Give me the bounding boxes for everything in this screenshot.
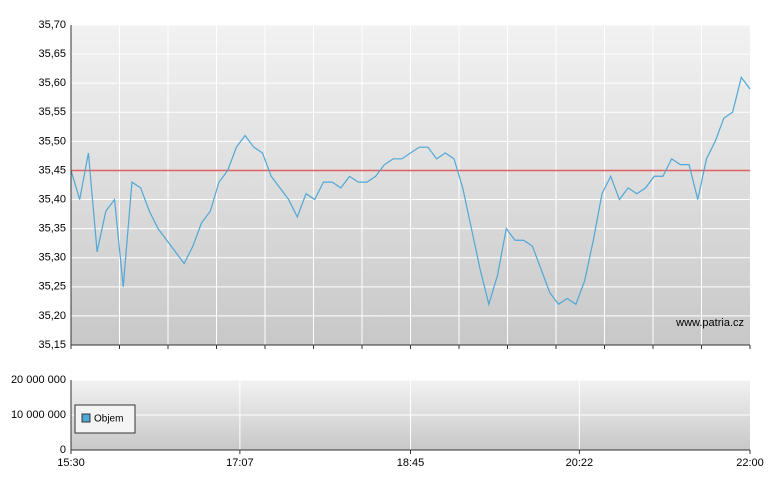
- price-line: [70, 75, 751, 307]
- y-tick-label: 35,20: [38, 310, 66, 322]
- y-tick-label: 35,40: [38, 193, 66, 205]
- y-tick-label: 35,45: [38, 164, 66, 176]
- y-tick-label: 35,35: [38, 223, 66, 235]
- y-tick-label: 35,15: [38, 339, 66, 351]
- y-tick-label: 35,70: [38, 19, 66, 31]
- y-tick-label: 35,55: [38, 106, 66, 118]
- legend-swatch: [81, 413, 91, 423]
- y-tick-label: 35,50: [38, 135, 66, 147]
- x-tick-label: 20:22: [566, 457, 594, 469]
- x-tick-label: 18:45: [397, 457, 425, 469]
- y-tick-label: 10 000 000: [11, 409, 66, 421]
- y-tick-label: 35,25: [38, 281, 66, 293]
- y-tick-label: 35,65: [38, 48, 66, 60]
- y-tick-label: 20 000 000: [11, 374, 66, 386]
- x-tick-label: 22:00: [736, 457, 764, 469]
- y-tick-label: 35,30: [38, 252, 66, 264]
- legend-label: Objem: [94, 414, 123, 425]
- y-tick-label: 35,60: [38, 77, 66, 89]
- x-tick-label: 17:07: [226, 457, 254, 469]
- x-tick-label: 15:30: [57, 457, 85, 469]
- y-tick-label: 0: [60, 444, 66, 456]
- watermark: www.patria.cz: [675, 317, 744, 329]
